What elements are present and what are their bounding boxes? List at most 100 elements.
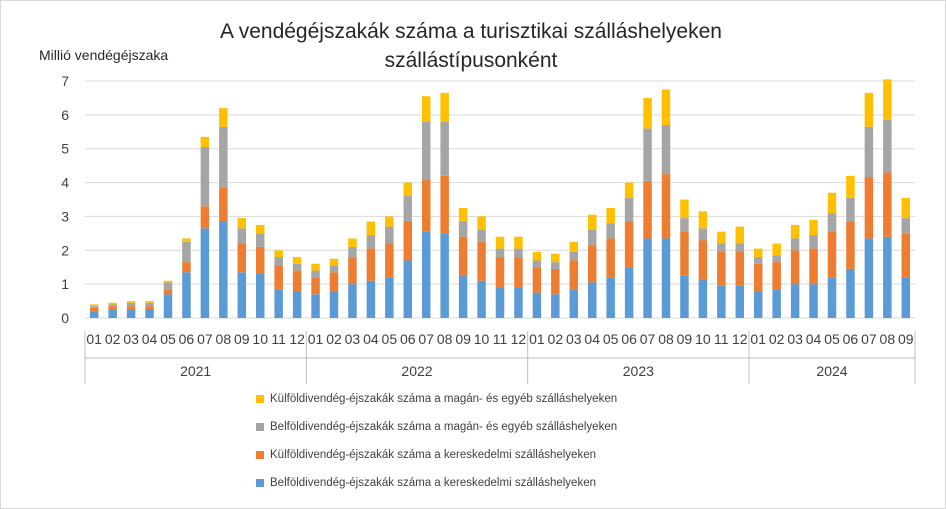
y-axis-label: Millió vendégéjszaka [39, 47, 169, 63]
bar-segment [329, 258, 339, 266]
bar-segment [753, 290, 763, 318]
legend-label: Külföldivendég-éjszakák száma a keresked… [270, 449, 596, 461]
legend-swatch [256, 395, 264, 403]
bar-segment [883, 172, 892, 237]
bar-segment [182, 272, 191, 318]
bar-segment [385, 226, 394, 244]
bar-segment [606, 238, 615, 278]
bar-segment [661, 238, 671, 318]
bar-segment [661, 89, 671, 126]
x-tick-label: 12 [289, 331, 305, 347]
bar-segment [366, 235, 376, 249]
bar-segment [753, 257, 763, 264]
bar-segment [108, 309, 117, 318]
x-tick-label: 06 [400, 331, 416, 347]
bar-segment [200, 228, 210, 318]
x-tick-label: 02 [548, 331, 564, 347]
bar-segment [698, 211, 708, 229]
bar-segment [385, 277, 394, 318]
x-tick-label: 04 [806, 331, 822, 347]
bar-segment [809, 248, 818, 285]
bar-segment [846, 221, 855, 269]
x-tick-label: 09 [898, 331, 914, 347]
bar-segment [477, 280, 486, 318]
x-tick-label: 02 [326, 331, 342, 347]
bar-segment [126, 301, 136, 303]
x-tick-label: 11 [493, 331, 508, 347]
bar-segment [680, 199, 689, 219]
bar-segment [827, 231, 837, 278]
bar-segment [219, 187, 228, 222]
bar-segment [587, 282, 597, 318]
bar-segment [108, 302, 117, 305]
bar-segment [182, 238, 191, 242]
bar-segment [864, 92, 874, 127]
x-tick-label: 04 [584, 331, 600, 347]
legend-item: Külföldivendég-éjszakák száma a magán- é… [256, 385, 617, 413]
chart-title: A vendégéjszakák száma a turisztikai szá… [220, 20, 722, 72]
bar-segment [772, 255, 781, 263]
bar-segment [532, 260, 542, 268]
x-tick-label: 02 [769, 331, 785, 347]
bar-segment [237, 228, 247, 244]
bar-segment [514, 236, 523, 249]
x-tick-label: 04 [363, 331, 379, 347]
x-tick-label: 05 [382, 331, 398, 347]
bar-segment [809, 235, 818, 249]
bar-segment [219, 108, 228, 127]
bar-segment [145, 302, 154, 307]
bar-segment [292, 257, 302, 264]
bar-segment [163, 280, 173, 283]
bar-segment [163, 282, 173, 290]
bar-segment [348, 284, 357, 318]
bar-segment [163, 289, 173, 295]
bar-segment [200, 136, 210, 148]
bar-segment [587, 245, 597, 283]
bar-segment [827, 277, 837, 318]
bar-segment [421, 179, 431, 232]
bar-segment [440, 121, 449, 176]
bar-segment [495, 257, 505, 288]
bar-segment [126, 309, 136, 318]
legend-item: Külföldivendég-éjszakák száma a keresked… [256, 441, 617, 469]
bar-segment [551, 253, 560, 263]
bar-segment [329, 290, 339, 318]
bar-segment [311, 294, 320, 318]
year-label: 2021 [180, 363, 211, 379]
x-tick-label: 01 [308, 331, 324, 347]
bar-segment [200, 147, 210, 207]
year-label: 2023 [623, 363, 654, 379]
bar-segment [753, 248, 763, 258]
bar-segment [643, 180, 652, 239]
bar-segment [698, 228, 708, 241]
x-tick-label: 05 [160, 331, 176, 347]
bar-segment [864, 177, 874, 239]
bar-segment [274, 265, 283, 290]
bar-segment [772, 262, 781, 290]
bar-segment [385, 216, 394, 227]
x-tick-labels: 01 02 03 04 05 06 07 08 09 10 11 12 01 02 03 04 05 06 07 08… [86, 331, 913, 347]
x-tick-label: 06 [179, 331, 195, 347]
bar-segment [864, 238, 874, 318]
bar-segment [901, 277, 911, 318]
bar-series [89, 79, 911, 318]
x-tick-label: 07 [861, 331, 877, 347]
bar-segment [606, 207, 615, 224]
bar-segment [643, 97, 652, 129]
legend-label: Belföldivendég-éjszakák száma a keresked… [270, 477, 596, 489]
bar-segment [827, 213, 837, 232]
x-tick-label: 03 [123, 331, 139, 347]
x-tick-label: 10 [474, 331, 490, 347]
bar-segment [790, 250, 800, 285]
bar-segment [311, 270, 320, 278]
bar-segment [809, 284, 818, 318]
bar-segment [89, 311, 99, 318]
bar-segment [255, 246, 265, 274]
y-tick-label: 1 [61, 276, 69, 292]
bar-segment [606, 223, 615, 239]
bar-segment [329, 272, 339, 291]
x-tick-label: 08 [437, 331, 453, 347]
bar-segment [126, 306, 136, 310]
x-tick-label: 11 [714, 331, 729, 347]
